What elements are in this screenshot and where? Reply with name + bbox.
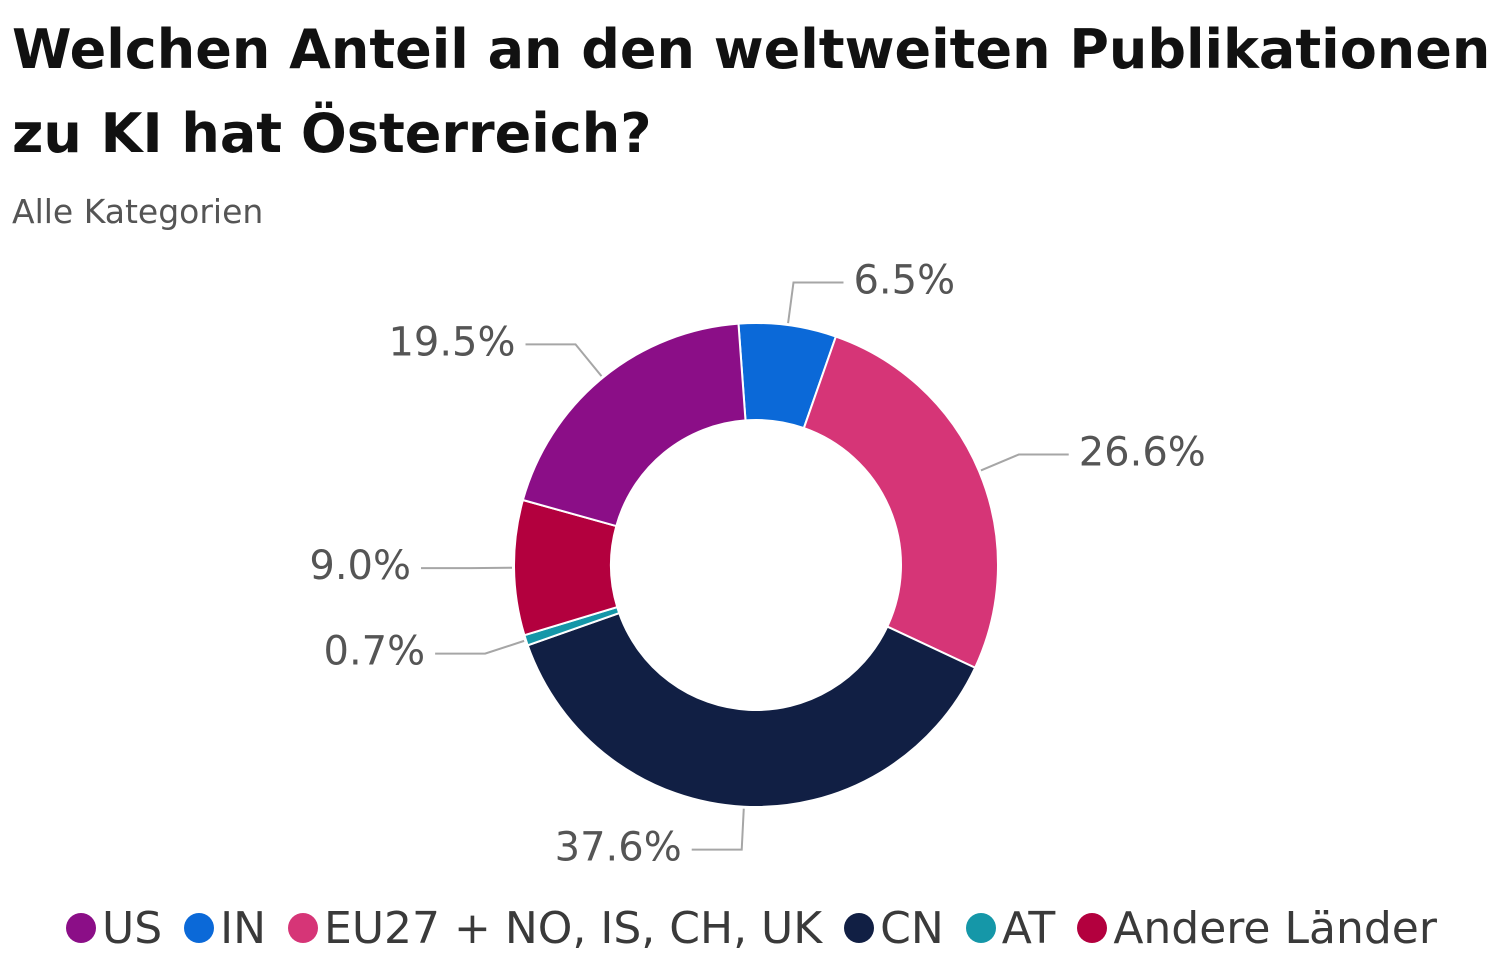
- slice-us[interactable]: [521, 322, 747, 528]
- legend-item-cn[interactable]: CN: [844, 903, 944, 954]
- legend-label: EU27 + NO, IS, CH, UK: [324, 902, 823, 954]
- legend-label: CN: [880, 902, 944, 954]
- legend-item-us[interactable]: US: [66, 903, 162, 954]
- legend-marker: [1077, 913, 1108, 943]
- legend-label: AT: [1001, 902, 1056, 954]
- data-label-cn: 37.6%: [555, 825, 682, 871]
- legend-marker: [288, 913, 319, 943]
- legend-marker: [965, 913, 996, 943]
- legend-item-at[interactable]: AT: [965, 902, 1056, 954]
- data-label-us: 19.5%: [388, 319, 515, 365]
- legend-label: Andere Länder: [1113, 902, 1437, 954]
- slice-eu27-no-is-ch-uk[interactable]: [802, 335, 999, 670]
- chart-title: Welchen Anteil an den weltweiten Publika…: [12, 18, 1491, 165]
- legend-item-eu[interactable]: EU27 + NO, IS, CH, UK: [288, 903, 822, 954]
- slice-cn[interactable]: [526, 611, 977, 808]
- data-label-in: 6.5%: [853, 257, 955, 303]
- leader-line-eu27-no-is-ch-uk: [980, 453, 1069, 472]
- legend-label: IN: [220, 902, 267, 954]
- data-label-eu27-no-is-ch-uk: 26.6%: [1079, 430, 1206, 476]
- legend-marker: [66, 913, 96, 943]
- legend-marker: [184, 913, 215, 943]
- leader-line-us: [525, 343, 603, 377]
- legend-item-in[interactable]: IN: [184, 903, 266, 954]
- donut-chart: 6.5% 26.6% 37.6% 0.7% 9.0% 19.5%: [309, 257, 1206, 871]
- leader-line-in: [787, 281, 844, 324]
- data-label-at: 0.7%: [324, 629, 426, 675]
- data-label-andere-l-nder: 9.0%: [309, 543, 411, 589]
- chart-subtitle: Alle Kategorien: [12, 192, 264, 231]
- leader-line-cn: [691, 808, 745, 851]
- legend-label: US: [102, 902, 163, 954]
- legend-item-andere[interactable]: Andere Länder: [1077, 903, 1437, 954]
- legend: US IN EU27 + NO, IS, CH, UK CN AT Andere…: [66, 898, 1459, 958]
- legend-marker: [844, 913, 875, 943]
- leader-line-at: [435, 639, 525, 655]
